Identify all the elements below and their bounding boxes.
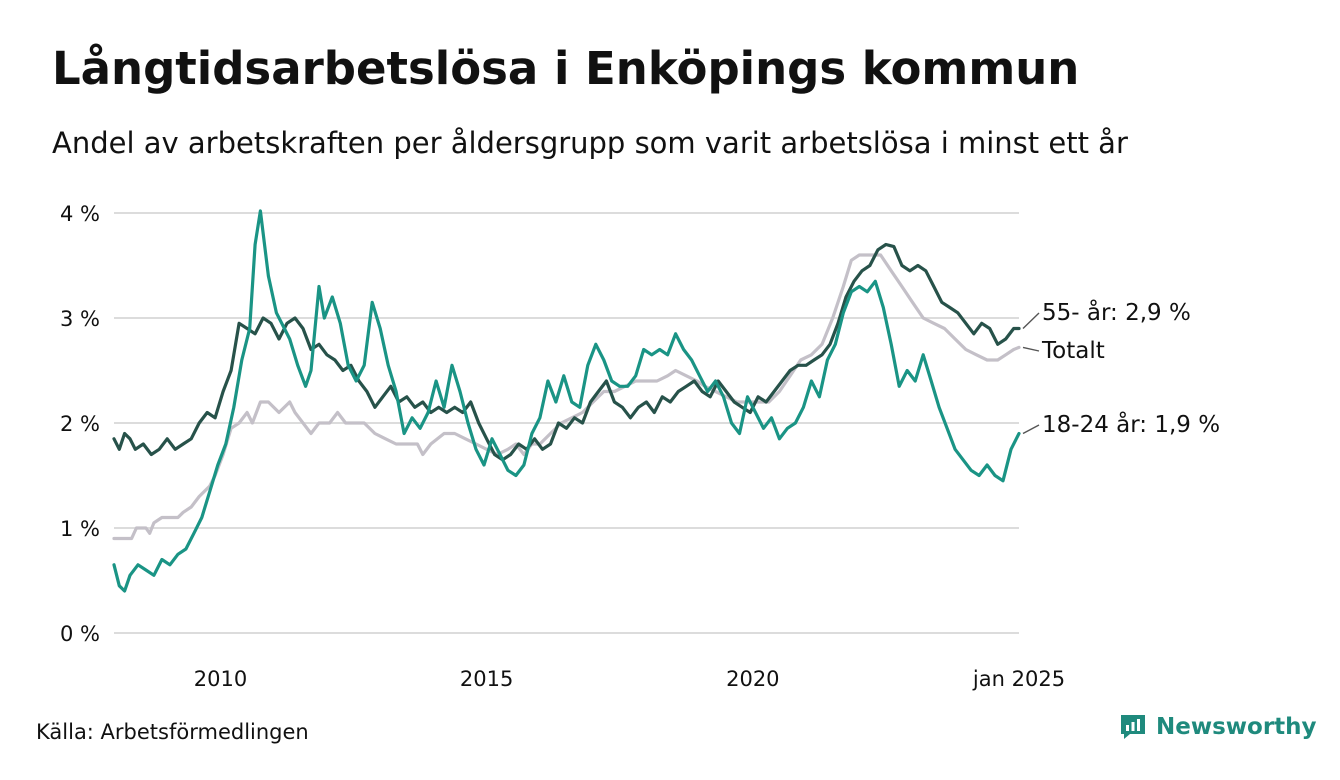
x-tick-label: 2020	[726, 667, 779, 691]
x-tick-label: 2010	[194, 667, 247, 691]
leader-line-age1824	[1022, 424, 1040, 435]
page-title: Långtidsarbetslösa i Enköpings kommun	[52, 42, 1080, 95]
brand-logo: Newsworthy	[1118, 712, 1317, 742]
brand-name: Newsworthy	[1156, 714, 1317, 740]
source-note: Källa: Arbetsförmedlingen	[36, 720, 309, 744]
leader-line-age55	[1022, 312, 1040, 330]
series-label-age55: 55- år: 2,9 %	[1042, 298, 1191, 326]
series-label-age1824: 18-24 år: 1,9 %	[1042, 410, 1220, 438]
grid-layer	[114, 212, 1019, 634]
newsworthy-logo-icon	[1121, 715, 1145, 739]
series-line-age55	[112, 242, 1021, 462]
page-subtitle: Andel av arbetskraften per åldersgrupp s…	[52, 126, 1128, 160]
x-tick-label: jan 2025	[972, 667, 1065, 691]
series-line-totalt	[112, 253, 1021, 541]
y-tick-label: 1 %	[60, 517, 100, 541]
y-tick-label: 2 %	[60, 412, 100, 436]
y-tick-label: 0 %	[60, 622, 100, 646]
series-line-age1824	[112, 209, 1021, 593]
leader-line-totalt	[1022, 346, 1040, 352]
x-tick-label: 2015	[460, 667, 513, 691]
y-axis: 0 % 1 % 2 % 3 % 4 %	[60, 202, 100, 646]
end-labels: Totalt 55- år: 2,9 % 18-24 år: 1,9 %	[1022, 298, 1220, 438]
x-axis: 2010 2015 2020 jan 2025	[194, 667, 1065, 691]
y-tick-label: 3 %	[60, 307, 100, 331]
series-label-totalt: Totalt	[1041, 338, 1105, 364]
series-layer	[112, 209, 1021, 593]
y-tick-label: 4 %	[60, 202, 100, 226]
